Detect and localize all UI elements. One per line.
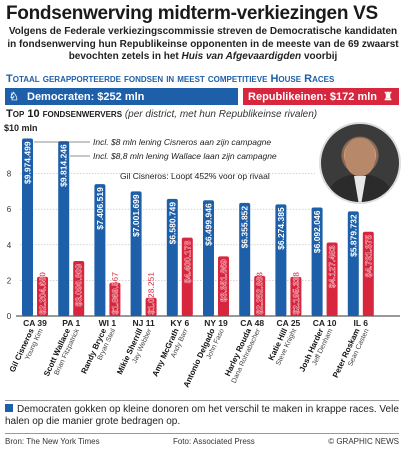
district-label: CA 39 xyxy=(23,318,47,328)
rep-bar xyxy=(73,260,85,316)
district-label: NJ 11 xyxy=(132,318,154,328)
separator-bottom xyxy=(5,433,399,434)
elephant-icon: ♜ xyxy=(383,91,393,103)
rep-value-label: $2.195.338 xyxy=(291,272,301,315)
dem-bar xyxy=(94,184,106,316)
chart-heading: Top 10 fondsenwervers (per district, met… xyxy=(6,108,317,120)
dem-bar xyxy=(22,138,33,316)
y-axis-label: $10 mln xyxy=(4,123,38,133)
credits-photo: Foto: Associated Press xyxy=(172,437,255,446)
district-label: IL 6 xyxy=(354,318,369,328)
rep-bar xyxy=(181,237,193,316)
intro-text: Volgens de Federale verkiezingscommissie… xyxy=(6,26,400,64)
totals-heading: Totaal gerapporteerde fondsen in meest c… xyxy=(6,73,335,85)
intro-body: Volgens de Federale verkiezingscommissie… xyxy=(7,26,399,62)
candidate-photo xyxy=(319,122,401,204)
district-label: CA 48 xyxy=(240,318,264,328)
rep-value-label: $2.204.680 xyxy=(38,272,48,315)
rep-value-label: $2.252.888 xyxy=(255,272,265,315)
rep-bar xyxy=(254,275,266,316)
donkey-icon: ♘ xyxy=(9,91,19,103)
dem-value-label: $6.580.749 xyxy=(167,202,177,245)
rep-value-label: $1.028.251 xyxy=(146,272,156,315)
dem-value-label: $6.499.946 xyxy=(204,203,214,246)
republicans-total-bar: Republikeinen: $172 mln ♜ xyxy=(243,88,399,105)
democrats-total-label: Democraten: $252 mln xyxy=(27,90,145,103)
dem-bar xyxy=(166,198,178,316)
dem-value-label: $9.814.246 xyxy=(59,144,69,187)
chart-heading-bold: Top 10 fondsenwervers xyxy=(6,108,123,120)
rep-value-label: $3.090.809 xyxy=(74,264,84,307)
dem-value-label: $7.406.519 xyxy=(95,187,105,230)
district-label: NY 19 xyxy=(204,318,228,328)
y-tick-label: 2 xyxy=(7,276,12,285)
y-tick-label: 6 xyxy=(7,205,12,214)
footnote: Democraten gokken op kleine donoren om h… xyxy=(5,404,399,428)
dem-bar xyxy=(58,141,70,316)
dem-bar xyxy=(130,191,142,316)
dem-bar xyxy=(311,207,323,316)
annotation-cisneros-loan: Incl. $8 mln lening Cisneros aan zijn ca… xyxy=(93,137,271,147)
dem-value-label: $6.092.046 xyxy=(312,210,322,253)
chart-heading-italic: (per district, met hun Republikeinse riv… xyxy=(124,109,318,120)
separator-top xyxy=(5,400,399,401)
rep-bar xyxy=(326,242,338,316)
rep-value-label: $4.400.178 xyxy=(182,240,192,283)
credits: Bron: The New York Times Foto: Associate… xyxy=(5,437,399,446)
rep-bar xyxy=(218,256,229,316)
district-label: CA 10 xyxy=(313,318,337,328)
dem-value-label: $6.355.852 xyxy=(240,206,250,249)
dem-value-label: $9.974.499 xyxy=(23,141,33,184)
dem-value-label: $7.001.699 xyxy=(131,194,141,237)
rep-bar xyxy=(109,282,121,316)
rep-value-label: $1.869.567 xyxy=(110,272,120,315)
dem-bar xyxy=(347,211,359,316)
y-tick-label: 4 xyxy=(7,241,12,250)
footnote-marker xyxy=(5,404,13,412)
photo-face xyxy=(345,138,375,176)
dem-bar xyxy=(275,204,287,316)
dem-bar xyxy=(239,202,251,316)
y-tick-label: 0 xyxy=(7,312,12,321)
rep-bar xyxy=(290,276,302,316)
dem-value-label: $6.274.385 xyxy=(276,207,286,250)
district-label: WI 1 xyxy=(99,318,117,328)
footnote-text: Democraten gokken op kleine donoren om h… xyxy=(5,404,399,427)
rep-value-label: $3.351.869 xyxy=(219,259,229,302)
rep-value-label: $4.127.483 xyxy=(327,245,337,288)
intro-tail: voorbij xyxy=(303,51,338,62)
rep-bar xyxy=(37,276,48,316)
annotation-wallace-loan: Incl. $8,8 mln lening Wallace laan zijn … xyxy=(93,151,277,161)
district-label: CA 25 xyxy=(277,318,301,328)
page-title: Fondsenwerving midterm-verkiezingen VS xyxy=(6,3,378,24)
y-tick-label: 8 xyxy=(7,170,12,179)
rep-bar xyxy=(145,297,157,316)
dem-value-label: $5.879.732 xyxy=(348,214,358,257)
dem-bar xyxy=(203,200,214,316)
rep-value-label: $4.731.375 xyxy=(363,235,373,278)
fundraising-chart: $10 mln 0 2 4 6 8 $9.974.499 $2.204.680 CA 39 Gil… xyxy=(4,123,400,389)
rep-bar xyxy=(362,231,374,316)
intro-emphasis: Huis van Afgevaardigden xyxy=(181,51,302,62)
district-label: KY 6 xyxy=(170,318,189,328)
credits-copyright: © GRAPHIC NEWS xyxy=(328,437,399,446)
district-label: PA 1 xyxy=(62,318,80,328)
credits-source: Bron: The New York Times xyxy=(5,437,100,446)
democrats-total-bar: ♘ Democraten: $252 mln xyxy=(5,88,238,105)
annotation-cisneros-lead: Gil Cisneros: Loopt 452% voor op rivaal xyxy=(120,171,270,181)
republicans-total-label: Republikeinen: $172 mln xyxy=(248,90,377,103)
